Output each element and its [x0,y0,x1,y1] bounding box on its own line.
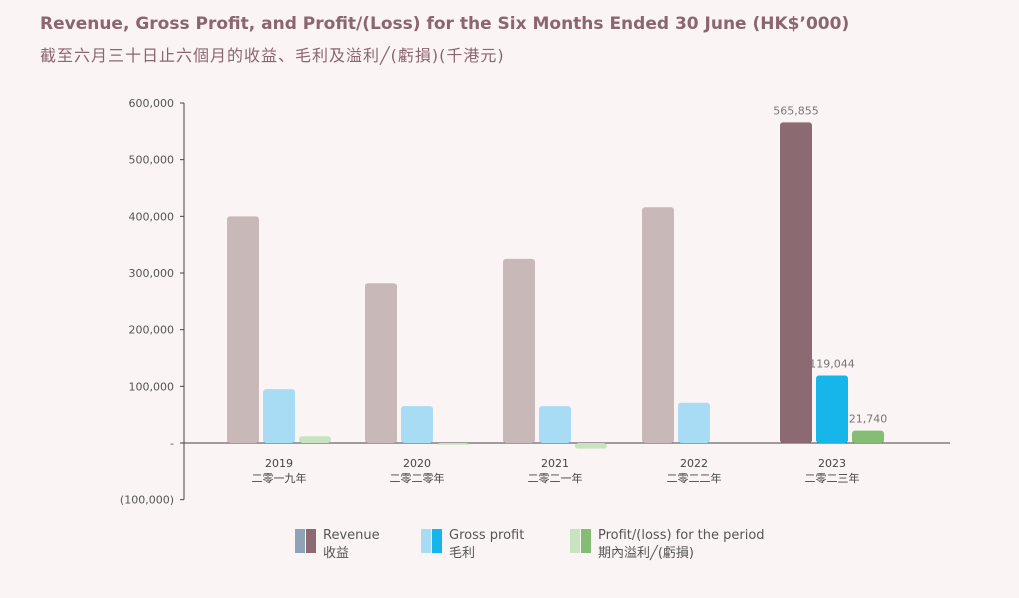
bar-profit-loss-for-the-period-2020 [437,443,469,445]
chart-title: Revenue, Gross Profit, and Profit/(Loss)… [40,14,850,34]
data-label: 565,855 [773,104,819,117]
legend-label: Profit/(loss) for the period [598,528,765,543]
bar-revenue-2019 [227,216,259,443]
bar-revenue-2021 [503,258,535,443]
x-tick-label-zh: 二零二三年 [805,471,860,485]
x-tick-label: 2019 [265,457,293,470]
legend-swatch [432,529,442,553]
legend-label-zh: 收益 [323,546,349,561]
data-label: 119,044 [809,358,855,371]
bar-gross-profit-2022 [678,402,710,443]
x-tick-label-zh: 二零二零年 [390,471,445,485]
bar-revenue-2020 [365,283,397,443]
x-tick-label: 2022 [680,457,708,470]
bar-gross-profit-2021 [539,406,571,443]
bar-profit-loss-for-the-period-2023 [852,430,884,443]
x-tick-label: 2023 [818,457,846,470]
chart-subtitle: 截至六月三十日止六個月的收益、毛利及溢利╱(虧損)(千港元) [40,46,505,65]
data-label: 21,740 [849,413,888,426]
legend-swatch-muted [421,529,431,553]
y-tick-label: (100,000) [120,494,174,507]
x-tick-label: 2020 [403,457,431,470]
y-tick-label: 600,000 [129,97,175,110]
legend-label-zh: 毛利 [449,546,475,561]
y-tick-label: 100,000 [129,380,175,393]
legend-label-zh: 期內溢利╱(虧損) [598,544,694,561]
bar-gross-profit-2020 [401,406,433,443]
x-tick-label-zh: 二零二一年 [528,471,583,485]
bar-gross-profit-2023 [816,375,848,443]
legend-label: Revenue [323,528,380,543]
bar-profit-loss-for-the-period-2019 [299,436,331,443]
legend-swatch [306,529,316,553]
legend-swatch [581,529,591,553]
bar-revenue-2022 [642,207,674,443]
y-tick-label: 300,000 [129,267,175,280]
x-tick-label: 2021 [541,457,569,470]
x-tick-label-zh: 二零二二年 [667,471,722,485]
legend-label: Gross profit [449,528,524,543]
bar-gross-profit-2019 [263,389,295,443]
bar-revenue-2023 [780,122,812,444]
legend-swatch-muted [295,529,305,553]
x-tick-label-zh: 二零一九年 [252,471,307,485]
y-tick-label: - [170,437,174,450]
bar-profit-loss-for-the-period-2021 [575,443,607,449]
y-tick-label: 200,000 [129,324,175,337]
legend-swatch-muted [570,529,580,553]
y-tick-label: 500,000 [129,154,175,167]
y-tick-label: 400,000 [129,210,175,223]
